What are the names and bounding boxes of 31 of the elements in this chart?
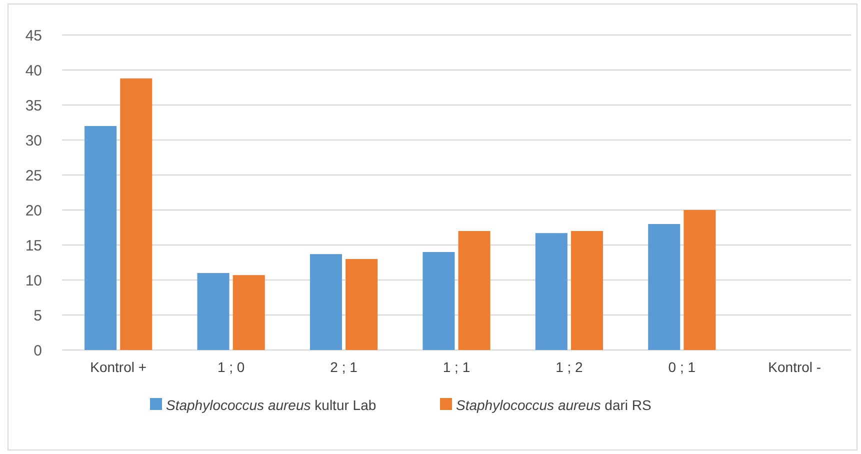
- x-tick-label: 1 ; 2: [556, 359, 584, 375]
- y-tick-label: 45: [25, 27, 42, 44]
- bar: [197, 273, 230, 350]
- x-tick-label: Kontrol +: [90, 359, 147, 375]
- y-tick-label: 30: [25, 132, 42, 150]
- bar: [458, 231, 490, 350]
- legend-label: Staphylococcus aureus dari RS: [456, 397, 652, 413]
- bar: [232, 275, 265, 350]
- y-tick-label: 15: [25, 237, 42, 254]
- y-tick-label: 5: [34, 307, 42, 324]
- bar: [684, 210, 716, 350]
- bar: [535, 233, 568, 350]
- bar: [310, 254, 342, 350]
- y-tick-label: 40: [25, 62, 42, 80]
- bar: [648, 224, 680, 350]
- y-tick-label: 20: [25, 202, 42, 220]
- y-tick-label: 25: [25, 167, 42, 184]
- x-tick-label: 1 ; 0: [217, 359, 245, 375]
- x-tick-label: 0 ; 1: [668, 359, 696, 375]
- x-tick-label: Kontrol -: [768, 359, 822, 375]
- legend-label: Staphylococcus aureus kultur Lab: [166, 397, 376, 413]
- bar: [570, 231, 604, 350]
- bar: [84, 126, 117, 350]
- x-tick-label: 2 ; 1: [330, 359, 358, 375]
- bar: [120, 78, 152, 350]
- bar: [346, 259, 378, 350]
- y-tick-label: 35: [25, 97, 42, 114]
- y-tick-label: 10: [25, 272, 42, 290]
- bar: [422, 252, 455, 350]
- y-tick-label: 0: [34, 342, 42, 360]
- x-tick-label: 1 ; 1: [442, 359, 470, 375]
